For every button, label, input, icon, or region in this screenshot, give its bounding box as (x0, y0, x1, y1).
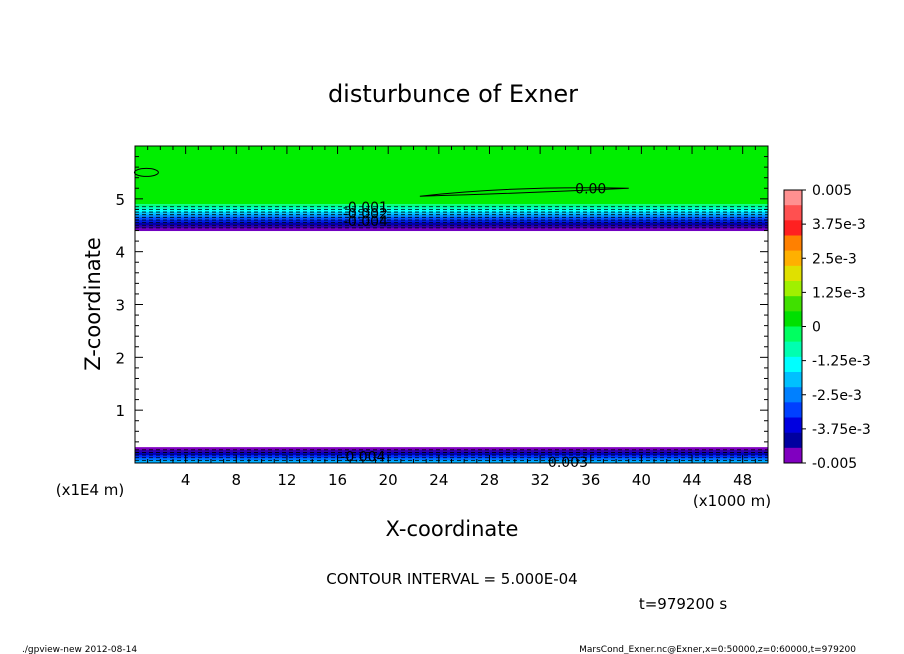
colorbar-label: 0.005 (812, 183, 852, 199)
x-tick-label: 8 (232, 471, 242, 489)
colorbar-segment (784, 235, 802, 251)
zero-contour (419, 187, 629, 197)
colorbar-segment (784, 387, 802, 403)
colorbar-segment (784, 356, 802, 373)
colorbar-segment (784, 372, 802, 388)
colorbar: 0.005 3.75e-3 2.5e-3 1.25e-3 0 -1.25e-3 -2.5e-… (783, 183, 871, 472)
upper-band-layer (135, 209, 768, 213)
upper-band-layer (135, 217, 768, 221)
y-axis-label: Z-coordinate (81, 237, 105, 371)
colorbar-segment (784, 432, 802, 449)
colorbar-segment (784, 296, 802, 312)
colorbar-label: -2.5e-3 (812, 388, 862, 404)
x-tick-label: 16 (328, 471, 347, 489)
colorbar-label: -3.75e-3 (812, 422, 871, 438)
colorbar-label: -1.25e-3 (812, 354, 871, 370)
colorbar-segment (784, 447, 802, 464)
contour-interval-text: CONTOUR INTERVAL = 5.000E-04 (326, 570, 577, 588)
lower-band-layer (135, 452, 768, 456)
colorbar-segment (784, 281, 802, 297)
colorbar-label: 0 (812, 320, 821, 336)
colorbar-segment (784, 205, 802, 221)
upper-band-layer (135, 214, 768, 218)
footer-right: MarsCond_Exner.nc@Exner,x=0:50000,z=0:60… (579, 645, 856, 654)
upper-band-layer (135, 204, 768, 208)
upper-band-layer (135, 222, 768, 226)
upper-band-layer (135, 227, 768, 232)
x-tick-label: 36 (581, 471, 600, 489)
colorbar-segment (784, 265, 802, 282)
upper-band-layer (135, 219, 768, 224)
colorbar-segment (784, 341, 802, 358)
x-tick-label: 32 (531, 471, 550, 489)
x-tick-label: 20 (379, 471, 398, 489)
lower-band-layer (135, 455, 768, 459)
colorbar-segment (784, 326, 802, 342)
chart-title: disturbunce of Exner (328, 80, 578, 108)
x-tick-label: 48 (733, 471, 752, 489)
colorbar-label: 2.5e-3 (812, 251, 857, 267)
colorbar-segment (784, 417, 802, 433)
colorbar-label: 3.75e-3 (812, 217, 866, 233)
y-tick-label: 5 (115, 191, 125, 209)
contour-label: -0.004 (340, 450, 385, 466)
colorbar-segment (784, 190, 802, 206)
upper-band-layer (135, 206, 768, 210)
colorbar-segment (784, 402, 802, 418)
contour-label: -0.002 (343, 207, 388, 223)
plot-area: 0.00-0.001-0.002-0.004-0.004 -0.003 4 8 12 1… (115, 145, 769, 489)
colorbar-segment (784, 220, 802, 236)
lower-band-layer (135, 447, 768, 451)
contour-label: -0.001 (343, 200, 388, 216)
contour-label: -0.004 (343, 214, 388, 230)
x-tick-label: 24 (429, 471, 448, 489)
zero-contour-small (133, 167, 159, 177)
colorbar-label: -0.005 (812, 456, 857, 472)
y-tick-label: 2 (115, 349, 125, 367)
x-tick-label: 4 (181, 471, 191, 489)
y-tick-label: 3 (115, 297, 125, 315)
upper-field-fill (135, 146, 768, 205)
colorbar-label: 1.25e-3 (812, 285, 866, 301)
footer-left: ./gpview-new 2012-08-14 (22, 645, 137, 654)
upper-band-layer (135, 225, 768, 229)
x-unit-left: (x1E4 m) (56, 481, 125, 499)
x-tick-label: 44 (682, 471, 701, 489)
y-tick-label: 4 (115, 244, 125, 262)
colorbar-segment (784, 311, 802, 327)
x-axis-label: X-coordinate (386, 517, 519, 541)
upper-band-layer (135, 212, 768, 216)
x-tick-label: 40 (632, 471, 651, 489)
contour-label: 0.00 (575, 181, 606, 197)
x-tick-label: 12 (277, 471, 296, 489)
x-tick-label: 28 (480, 471, 499, 489)
colorbar-segment (784, 250, 802, 267)
y-tick-label: 1 (115, 402, 125, 420)
x-unit-right: (x1000 m) (693, 492, 771, 510)
time-label: t=979200 s (639, 595, 727, 613)
lower-band-layer (135, 449, 768, 453)
